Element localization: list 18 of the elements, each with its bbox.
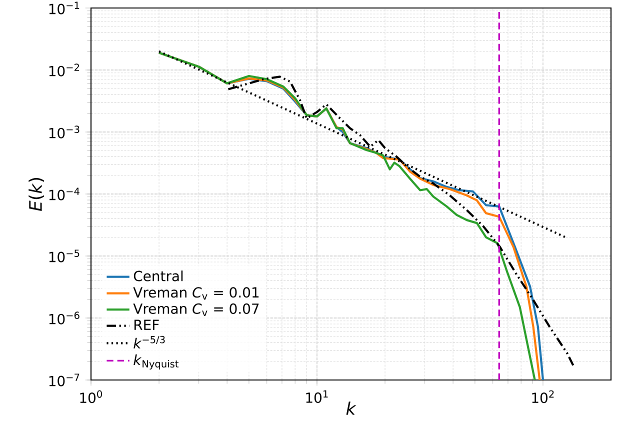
x-tick-label: 10$^{2}$ xyxy=(532,390,554,404)
y-tick-label: 10$^{−3}$ xyxy=(49,126,80,138)
y-tick-label: 10$^{−7}$ xyxy=(49,374,80,386)
y-tick-label: 10$^{−6}$ xyxy=(49,312,80,324)
y-tick-label: 10$^{−5}$ xyxy=(49,250,80,262)
legend-label: k$_{Nyquist}$ xyxy=(134,354,179,370)
legend-label: Central xyxy=(134,270,183,282)
x-axis-title: k xyxy=(346,402,356,415)
x-tick-label: 10$^{1}$ xyxy=(306,390,328,403)
legend-label: Vreman C$_{v}$ = 0.07 xyxy=(133,303,259,316)
y-tick-label: 10$^{−2}$ xyxy=(49,64,80,76)
legend-label: k$^{−5/3}$ xyxy=(134,336,165,348)
legend-label: Vreman C$_{v}$ = 0.01 xyxy=(133,287,259,300)
legend-label: REF xyxy=(134,320,159,330)
x-tick-label: 10$^{0}$ xyxy=(80,390,102,404)
y-tick-label: 10$^{−1}$ xyxy=(49,2,80,14)
y-tick-label: 10$^{−4}$ xyxy=(49,188,80,200)
y-axis-title: E(k) xyxy=(28,178,44,212)
